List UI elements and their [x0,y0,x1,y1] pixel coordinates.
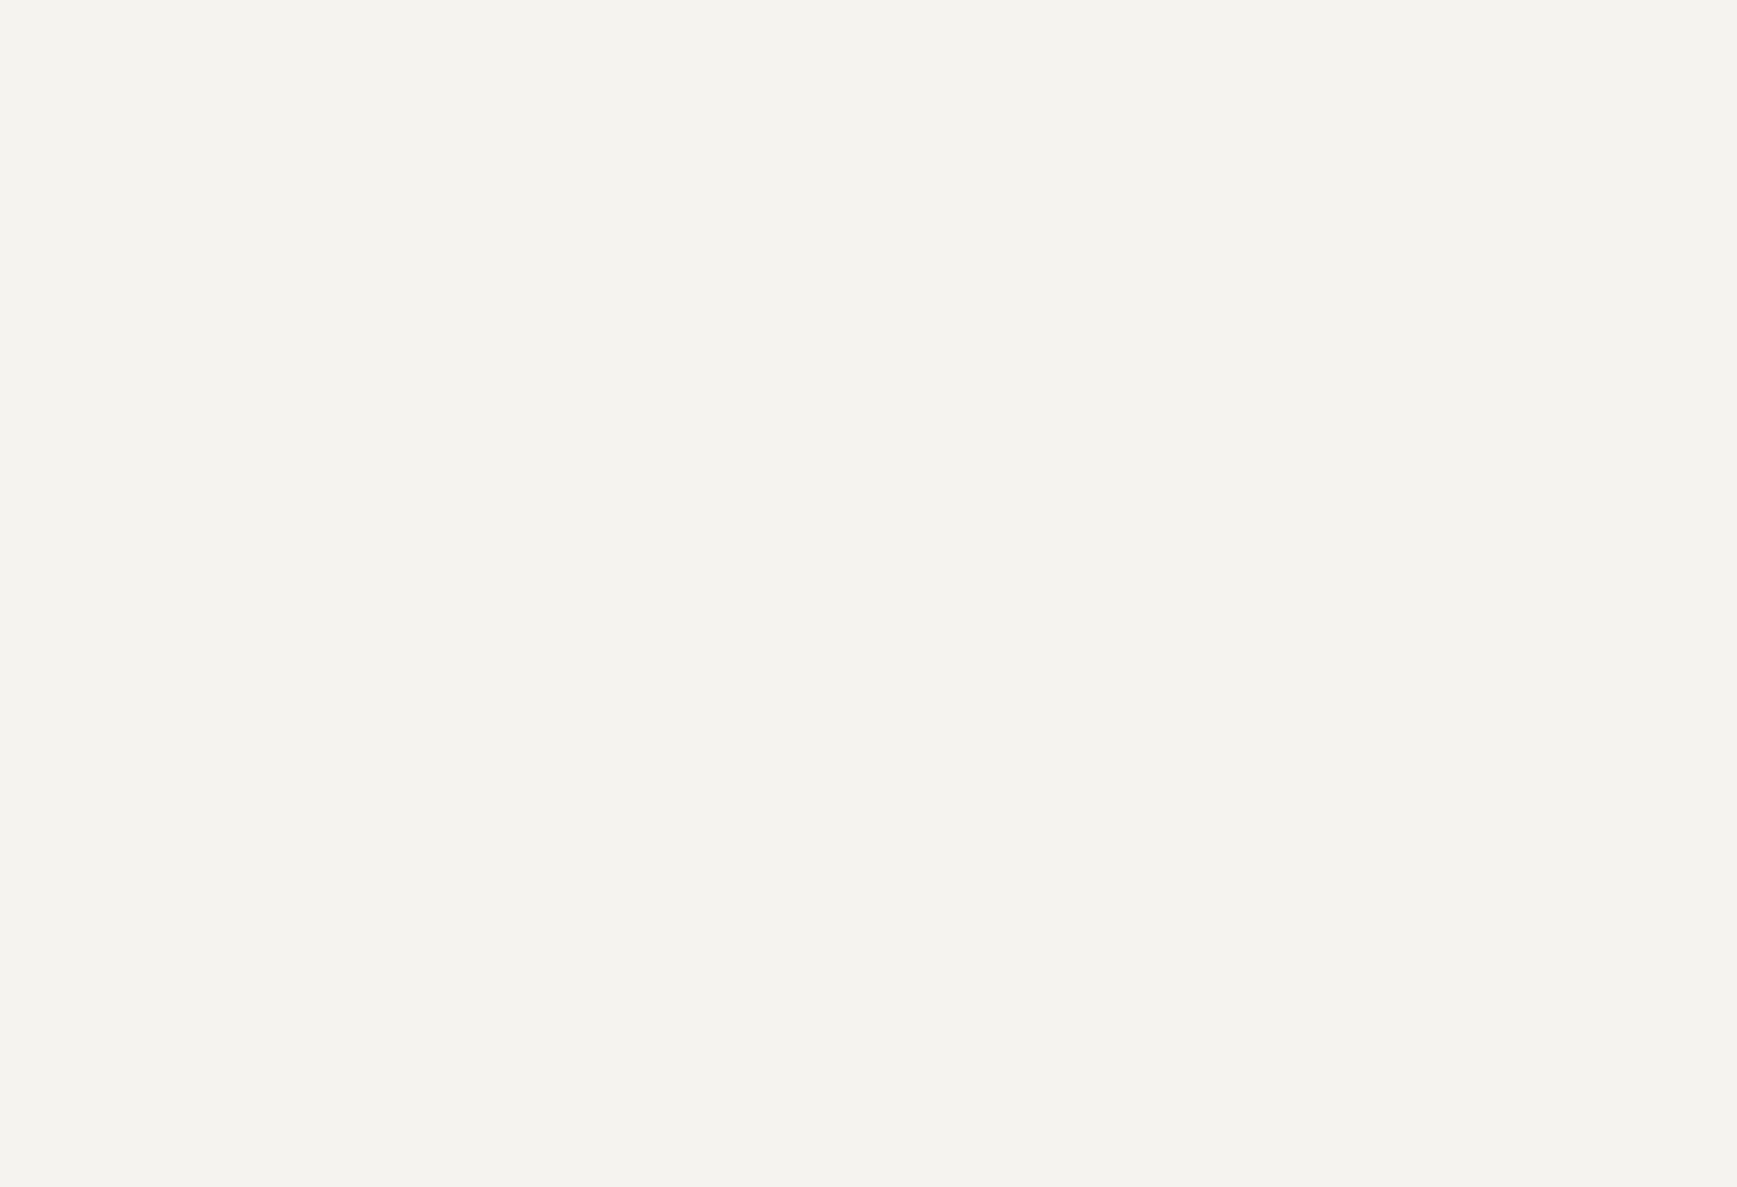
safety-cautions-column [60,50,660,1137]
troubleshooting-column [700,50,1677,1137]
